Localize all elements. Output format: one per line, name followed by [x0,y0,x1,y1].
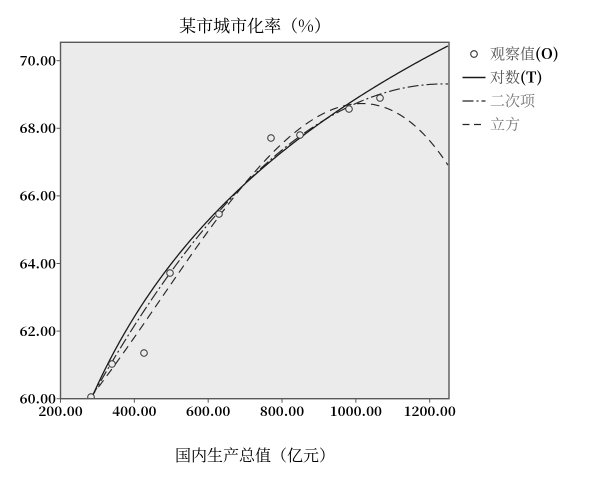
svg-text:64.00: 64.00 [20,252,56,272]
svg-text:对数(T): 对数(T) [490,67,542,88]
svg-text:68.00: 68.00 [20,117,56,137]
svg-text:62.00: 62.00 [20,320,56,340]
svg-text:600.00: 600.00 [186,400,230,420]
svg-text:国内生产总值（亿元）: 国内生产总值（亿元） [175,443,335,466]
svg-text:200.00: 200.00 [38,400,82,420]
svg-text:立方: 立方 [490,114,520,135]
svg-text:某市城市化率（%）: 某市城市化率（%） [179,12,331,37]
svg-text:800.00: 800.00 [260,400,304,420]
svg-text:66.00: 66.00 [20,185,56,205]
svg-text:400.00: 400.00 [112,400,156,420]
svg-text:1200.00: 1200.00 [404,400,456,420]
svg-text:70.00: 70.00 [20,50,56,70]
svg-text:1000.00: 1000.00 [330,400,382,420]
svg-text:二次项: 二次项 [490,90,536,111]
svg-text:观察值(O): 观察值(O) [490,43,559,64]
